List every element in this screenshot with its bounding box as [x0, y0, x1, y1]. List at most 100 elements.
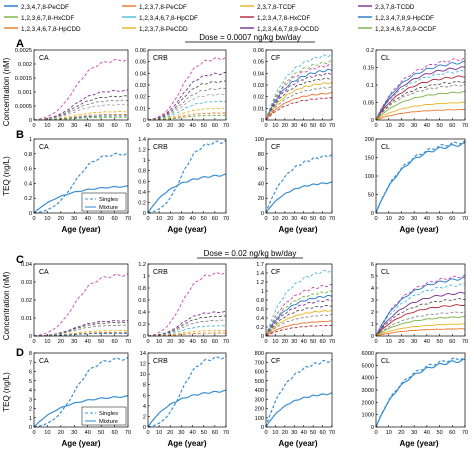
- y-tick-label: 0: [261, 211, 264, 217]
- x-tick-label: 20: [282, 216, 288, 222]
- series-line: [265, 77, 333, 121]
- series-line: [265, 299, 332, 337]
- x-tick-label: 60: [449, 216, 455, 222]
- xlabel-top-4: Age (year): [399, 225, 438, 234]
- y-tick-label: 100: [255, 137, 264, 143]
- x-tick-label: 50: [98, 430, 104, 436]
- series-line: [375, 80, 466, 121]
- legend-label: 1,2,3,7,8-PeCDF: [139, 4, 187, 11]
- series-line: [147, 139, 227, 214]
- series-line: [265, 309, 333, 337]
- x-tick-label: 40: [189, 123, 195, 129]
- x-tick-label: 20: [58, 339, 64, 345]
- x-tick-label: 70: [329, 123, 335, 129]
- x-tick-label: 40: [85, 216, 91, 222]
- x-tick-label: 20: [398, 216, 404, 222]
- y-tick-label: 20: [258, 196, 264, 202]
- series-line: [265, 63, 333, 121]
- series-line: [265, 320, 333, 337]
- y-tick-label: 6: [371, 262, 374, 268]
- series-line: [147, 173, 227, 214]
- y-tick-label: 0.01: [21, 316, 32, 322]
- series-line: [148, 330, 227, 337]
- plot-frame: [33, 49, 129, 121]
- chart-panels: 0 10 20 30 40 50 60 7000.00050.0010.00150.0020.…: [15, 48, 468, 436]
- y-tick-label: 0.2: [24, 196, 32, 202]
- x-tick-label: 50: [310, 430, 316, 436]
- y-tick-label: 0.05: [135, 60, 146, 66]
- y-tick-label: 0.02: [253, 95, 264, 101]
- figure-headers: Dose = 0.0007 ng/kg bw/day Dose = 0.02 n…: [2, 33, 439, 448]
- x-tick-label: 30: [291, 216, 297, 222]
- x-tick-label: 0: [374, 430, 377, 436]
- y-tick-label: 400: [255, 388, 264, 394]
- chart-panel-a-ca: 0 10 20 30 40 50 60 70 0 0.0005 0.001 0.0015 0.002 0.…: [15, 48, 131, 129]
- y-tick-label: 3: [29, 397, 32, 403]
- x-tick-label: 60: [449, 123, 455, 129]
- dose-title-bottom: Dose = 0.02 ng/kg bw/day: [204, 249, 297, 258]
- y-tick-label: 0.6: [138, 298, 146, 304]
- x-tick-label: 0: [264, 430, 267, 436]
- y-tick-label: 4: [143, 404, 146, 410]
- x-tick-label: 30: [178, 339, 184, 345]
- chart-panel-b-ca: 0 10 20 30 40 50 60 70 0 0.2 0.4 0.6 0.8 1 CA Singles Mi…: [24, 137, 131, 222]
- legend-label: 1,2,3,4,6,7,8-HpCDD: [21, 26, 81, 33]
- series-line: [375, 328, 466, 337]
- series-line: [265, 392, 333, 428]
- y-tick-label: 700: [255, 360, 264, 366]
- y-tick-label: 8: [29, 351, 32, 357]
- series-line: [375, 298, 465, 337]
- y-tick-label: 0.001: [18, 90, 32, 96]
- x-tick-label: 20: [58, 430, 64, 436]
- teq-legend-singles: Singles: [99, 197, 118, 203]
- x-tick-label: 0: [32, 339, 35, 345]
- x-tick-label: 20: [167, 123, 173, 129]
- y-tick-label: 5000: [362, 363, 374, 369]
- x-tick-label: 70: [329, 339, 335, 345]
- y-tick-label: 6000: [362, 351, 374, 357]
- x-tick-label: 30: [178, 216, 184, 222]
- panel-letter-d: D: [16, 347, 24, 359]
- y-tick-label: 0.4: [138, 190, 146, 196]
- x-tick-label: 10: [156, 123, 162, 129]
- y-tick-label: 1.2: [256, 280, 264, 286]
- x-tick-label: 60: [111, 339, 117, 345]
- x-tick-label: 40: [85, 430, 91, 436]
- y-tick-label: 100: [255, 416, 264, 422]
- series-line: [375, 291, 466, 337]
- y-tick-label: 4000: [362, 376, 374, 382]
- x-tick-label: 70: [223, 339, 229, 345]
- y-tick-label: 0.4: [138, 310, 146, 316]
- x-tick-label: 50: [201, 123, 207, 129]
- y-tick-label: 0.0025: [15, 48, 32, 54]
- series-line: [265, 324, 333, 337]
- y-tick-label: 0.06: [135, 48, 146, 54]
- y-tick-label: 0.01: [135, 106, 146, 112]
- x-tick-label: 20: [398, 123, 404, 129]
- series-line: [375, 358, 466, 428]
- y-tick-label: 1000: [362, 413, 374, 419]
- x-tick-label: 40: [189, 216, 195, 222]
- ylabel-concentration-bottom: Concentration (nM): [2, 271, 11, 340]
- y-tick-label: 0: [29, 425, 32, 431]
- plot-frame: [265, 138, 333, 214]
- series-line: [375, 304, 466, 337]
- series-line: [148, 332, 226, 337]
- y-tick-label: 0.2: [138, 200, 146, 206]
- x-tick-label: 10: [386, 339, 392, 345]
- series-line: [265, 181, 333, 214]
- series-line: [148, 325, 226, 337]
- x-tick-label: 50: [436, 216, 442, 222]
- x-tick-label: 20: [167, 430, 173, 436]
- x-tick-label: 40: [424, 339, 430, 345]
- x-tick-label: 20: [282, 123, 288, 129]
- series-line: [375, 60, 466, 121]
- x-tick-label: 50: [98, 216, 104, 222]
- x-tick-label: 10: [156, 339, 162, 345]
- chart-panel-a-cl: 0 10 20 30 40 50 60 70 0 0.05 0.1 0.15 0.2 CL: [363, 48, 468, 129]
- xlabel-top-2: Age (year): [167, 225, 206, 234]
- x-tick-label: 30: [71, 216, 77, 222]
- x-tick-label: 60: [111, 430, 117, 436]
- y-tick-label: 40: [258, 181, 264, 187]
- x-tick-label: 10: [272, 123, 278, 129]
